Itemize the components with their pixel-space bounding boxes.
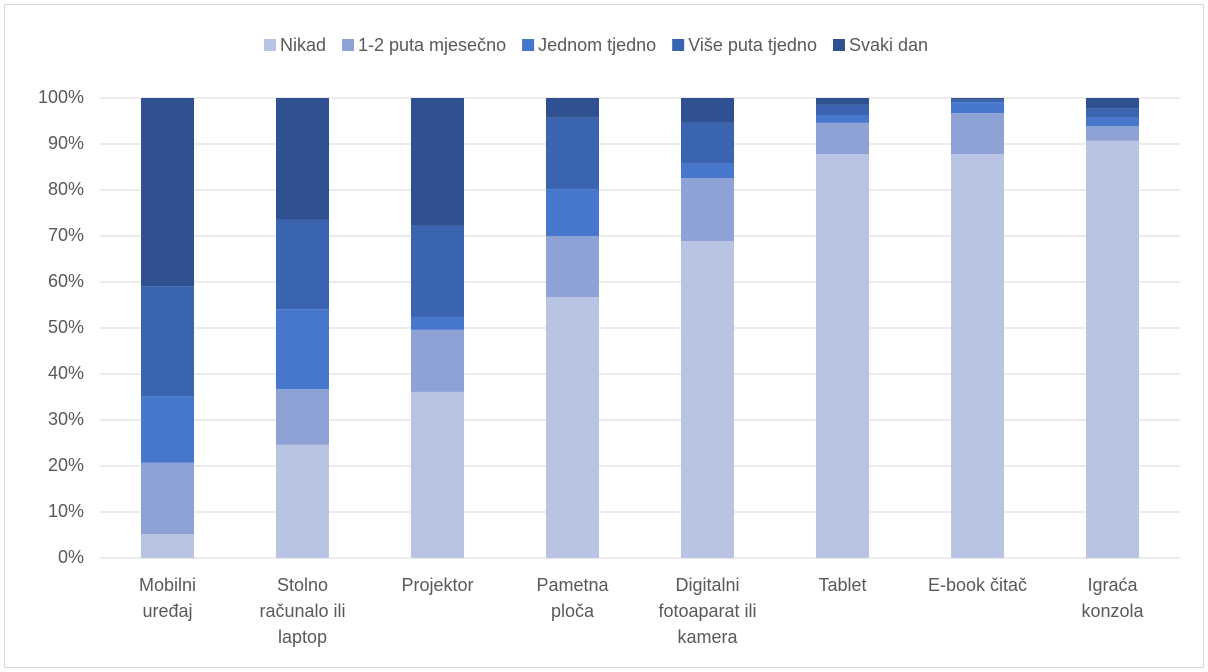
- legend-swatch: [672, 39, 685, 51]
- bar-segment: [951, 99, 1004, 103]
- y-tick-label: 90%: [48, 133, 84, 153]
- bar-segment: [141, 462, 194, 535]
- bar-segment: [1086, 126, 1139, 141]
- bar-segment: [681, 178, 734, 242]
- y-tick-label: 80%: [48, 179, 84, 199]
- legend-swatch: [263, 39, 276, 51]
- bar-segment: [411, 98, 464, 226]
- bar-segment: [816, 115, 869, 123]
- x-tick-label: Igraća konzola: [1081, 575, 1144, 621]
- bar-segment: [816, 122, 869, 155]
- bar-segment: [276, 444, 329, 558]
- x-tick-label: Digitalni fotoaparat ili kamera: [658, 575, 757, 647]
- bar-segment: [951, 113, 1004, 155]
- bar-segment: [141, 98, 194, 287]
- bar-segment: [141, 286, 194, 397]
- bar-segment: [681, 241, 734, 558]
- bar-segment: [411, 329, 464, 392]
- y-tick-label: 100%: [38, 87, 84, 107]
- bar-segment: [681, 122, 734, 164]
- bar-segment: [1086, 117, 1139, 127]
- x-tick-label: Tablet: [818, 575, 867, 595]
- legend-label: Jednom tjedno: [538, 35, 656, 55]
- bar-segment: [141, 534, 194, 558]
- bar-segment: [1086, 140, 1139, 558]
- x-tick-label: E-book čitač: [927, 575, 1028, 595]
- legend-swatch: [832, 39, 845, 51]
- legend-label: 1-2 puta mjesečno: [358, 35, 506, 55]
- bar-segment: [951, 102, 1004, 114]
- bar-segment: [411, 225, 464, 317]
- bar-segment: [951, 154, 1004, 558]
- bar-segment: [411, 316, 464, 330]
- bar-segment: [816, 154, 869, 558]
- legend-swatch: [522, 39, 535, 51]
- bar-segment: [546, 189, 599, 236]
- y-tick-label: 30%: [48, 409, 84, 429]
- legend-swatch: [342, 39, 354, 51]
- bar-segment: [681, 163, 734, 179]
- bar-segment: [411, 391, 464, 558]
- y-tick-label: 60%: [48, 271, 84, 291]
- bar-segment: [681, 98, 734, 123]
- bar-segment: [546, 117, 599, 190]
- y-tick-label: 50%: [48, 317, 84, 337]
- bar-segment: [141, 396, 194, 463]
- bar-segment: [276, 389, 329, 445]
- bar-segment: [1086, 98, 1139, 109]
- x-tick-label: Projektor: [401, 575, 474, 595]
- bar-segment: [276, 219, 329, 310]
- x-tick-label: Mobilni uređaj: [138, 575, 197, 621]
- bar-segment: [546, 297, 599, 558]
- x-tick-label: Pametna ploča: [536, 575, 609, 621]
- bar-segment: [816, 98, 869, 105]
- bar-segment: [1086, 108, 1139, 118]
- x-tick-label: Stolno računalo ili laptop: [259, 575, 346, 647]
- legend-label: Svaki dan: [849, 35, 928, 55]
- y-tick-label: 0%: [58, 547, 84, 567]
- bar-segment: [816, 104, 869, 116]
- legend-label: Više puta tjedno: [688, 35, 817, 55]
- y-tick-label: 10%: [48, 501, 84, 521]
- bar-segment: [546, 98, 599, 118]
- legend-label: Nikad: [280, 35, 326, 55]
- y-tick-label: 40%: [48, 363, 84, 383]
- bar-segment: [546, 236, 599, 298]
- bar-segment: [276, 309, 329, 390]
- bar-segment: [276, 98, 329, 220]
- bar-segment: [951, 98, 1004, 100]
- y-tick-label: 70%: [48, 225, 84, 245]
- y-tick-label: 20%: [48, 455, 84, 475]
